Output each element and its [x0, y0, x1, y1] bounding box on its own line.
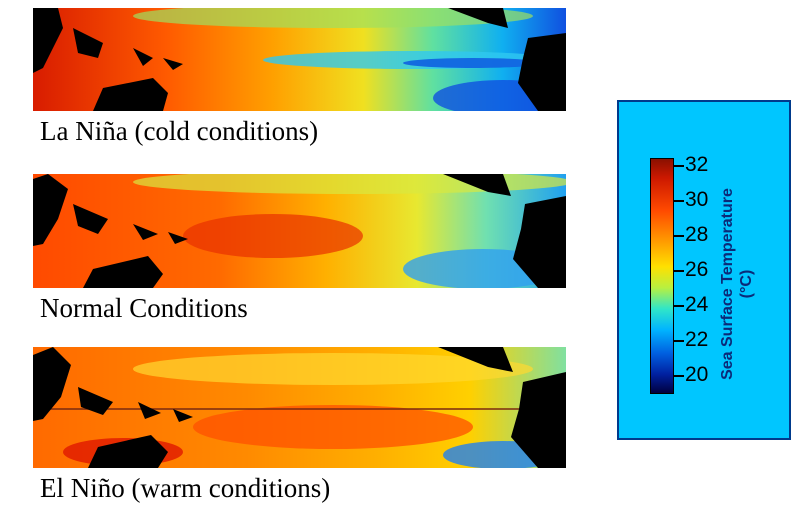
temperature-legend: 32 30 28 26 24 22 20 Sea Surface Tempera… [617, 100, 791, 440]
legend-tick [674, 270, 684, 272]
la-nina-caption: La Niña (cold conditions) [40, 116, 319, 146]
legend-tick-label: 32 [685, 153, 709, 176]
legend-tick [674, 375, 684, 377]
legend-tick-label: 28 [685, 223, 709, 246]
legend-tick-label: 24 [685, 293, 709, 316]
legend-tick [674, 200, 684, 202]
legend-tick [674, 305, 684, 307]
legend-tick [674, 340, 684, 342]
legend-tick-label: 26 [685, 258, 709, 281]
legend-tick [674, 235, 684, 237]
normal-conditions-caption: Normal Conditions [40, 293, 248, 323]
legend-tick-label: 22 [685, 328, 709, 351]
legend-title-line2: (°C) [738, 269, 755, 299]
normal-conditions-map [33, 174, 566, 288]
legend-tick-label: 20 [685, 363, 709, 386]
legend-title-line1: Sea Surface Temperature [719, 188, 736, 380]
legend-tick-label: 30 [685, 188, 709, 211]
legend-title: Sea Surface Temperature (°C) [718, 154, 756, 414]
el-nino-caption: El Niño (warm conditions) [40, 473, 331, 503]
temperature-colorbar [650, 158, 674, 394]
legend-tick [674, 165, 684, 167]
la-nina-map [33, 8, 566, 111]
el-nino-map [33, 347, 566, 468]
